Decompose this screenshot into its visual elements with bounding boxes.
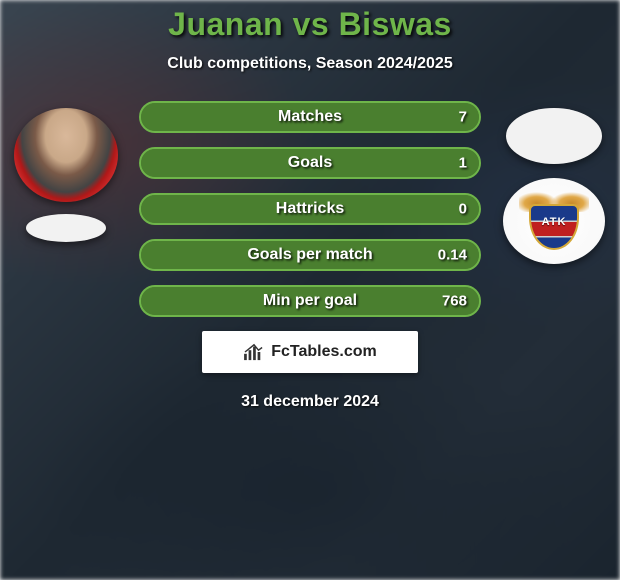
stat-label: Goals: [288, 154, 332, 172]
stat-bar: Hattricks 0: [139, 193, 481, 225]
stat-bar: Goals 1: [139, 147, 481, 179]
club-right-avatar: ATK: [503, 178, 605, 264]
stat-bar: Goals per match 0.14: [139, 239, 481, 271]
date-text: 31 december 2024: [0, 393, 620, 411]
stat-value-right: 0: [459, 201, 467, 218]
stat-value-right: 1: [459, 155, 467, 172]
content-root: Juanan vs Biswas Club competitions, Seas…: [0, 0, 620, 580]
stat-label: Min per goal: [263, 292, 357, 310]
stat-label: Goals per match: [247, 246, 372, 264]
club-left-avatar: [26, 214, 106, 242]
subtitle: Club competitions, Season 2024/2025: [0, 55, 620, 73]
stat-value-right: 7: [459, 109, 467, 126]
left-avatars: [6, 108, 126, 242]
page-title: Juanan vs Biswas: [0, 6, 620, 43]
stat-bar: Matches 7: [139, 101, 481, 133]
watermark: FcTables.com: [202, 331, 418, 373]
player-right-avatar: [506, 108, 602, 164]
stat-bar: Min per goal 768: [139, 285, 481, 317]
watermark-text: FcTables.com: [271, 343, 377, 361]
badge-text: ATK: [519, 216, 589, 228]
club-right-badge: ATK: [519, 188, 589, 254]
stat-label: Matches: [278, 108, 342, 126]
stat-label: Hattricks: [276, 200, 344, 218]
player-left-avatar: [14, 108, 118, 202]
stat-value-right: 0.14: [438, 247, 467, 264]
stat-value-right: 768: [442, 293, 467, 310]
stats-bars: Matches 7 Goals 1 Hattricks 0 Goals per match 0…: [139, 101, 481, 317]
chart-icon: [243, 343, 265, 361]
right-avatars: ATK: [494, 108, 614, 264]
